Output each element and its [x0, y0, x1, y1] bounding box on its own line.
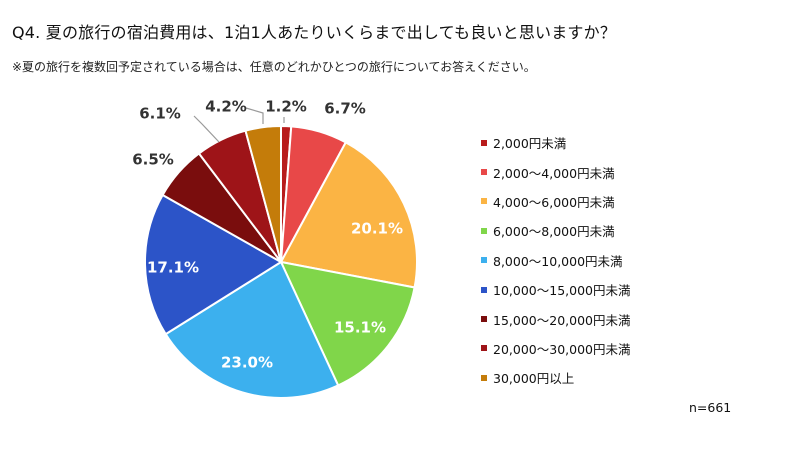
data-label-5: 23.0% [221, 354, 273, 372]
data-label-4: 15.1% [334, 319, 386, 337]
legend-swatch [481, 257, 487, 264]
legend-label: 20,000～30,000円未満 [493, 341, 631, 357]
legend-swatch [481, 227, 487, 234]
legend-label: 10,000～15,000円未満 [493, 283, 631, 299]
legend-swatch [481, 198, 487, 205]
legend-swatch [481, 374, 487, 381]
legend-label: 2,000円未満 [493, 136, 567, 152]
legend: 2,000円未満 2,000～4,000円未満 4,000～6,000円未満 6,00… [481, 128, 630, 393]
legend-swatch [481, 345, 487, 352]
legend-swatch [481, 139, 487, 146]
pie-slice-6 [144, 193, 282, 336]
legend-item-4: 6,000～8,000円未満 [481, 216, 630, 245]
legend-label: 30,000円以上 [493, 371, 575, 387]
legend-item-6: 10,000～15,000円未満 [481, 275, 630, 304]
chart-subtitle: ※夏の旅行を複数回予定されている場合は、任意のどれかひとつの旅行についてお答えく… [12, 60, 536, 74]
legend-item-3: 4,000～6,000円未満 [481, 187, 630, 216]
leader-line-8 [193, 115, 220, 143]
data-label-7: 6.5% [132, 151, 174, 169]
data-label-3: 20.1% [351, 220, 403, 238]
legend-label: 4,000～6,000円未満 [493, 194, 615, 210]
legend-swatch [481, 169, 487, 176]
legend-swatch [481, 286, 487, 293]
legend-label: 2,000～4,000円未満 [493, 165, 615, 181]
data-label-2: 6.7% [324, 100, 366, 118]
legend-label: 8,000～10,000円未満 [493, 253, 623, 269]
legend-item-8: 20,000～30,000円未満 [481, 334, 630, 363]
legend-item-5: 8,000～10,000円未満 [481, 246, 630, 275]
chart-title: Q4. 夏の旅行の宿泊費用は、1泊1人あたりいくらまで出しても良いと思いますか？ [12, 23, 617, 42]
data-label-1: 1.2% [265, 98, 307, 116]
pie-slice-3 [280, 141, 418, 289]
pie-slice-4 [280, 261, 416, 387]
pie-slice-5 [164, 261, 340, 399]
sample-size-note: n=661 [689, 400, 732, 415]
data-label-9: 4.2% [205, 98, 247, 116]
legend-label: 15,000～20,000円未満 [493, 312, 631, 328]
legend-label: 6,000～8,000円未満 [493, 224, 615, 240]
data-label-8: 6.1% [139, 105, 181, 123]
pie-slice-9 [244, 125, 282, 263]
data-label-6: 17.1% [147, 259, 199, 277]
legend-item-9: 30,000円以上 [481, 363, 630, 392]
legend-item-2: 2,000～4,000円未満 [481, 157, 630, 186]
legend-item-1: 2,000円未満 [481, 128, 630, 157]
legend-item-7: 15,000～20,000円未満 [481, 304, 630, 333]
leader-line-9 [245, 107, 264, 124]
legend-swatch [481, 316, 487, 323]
